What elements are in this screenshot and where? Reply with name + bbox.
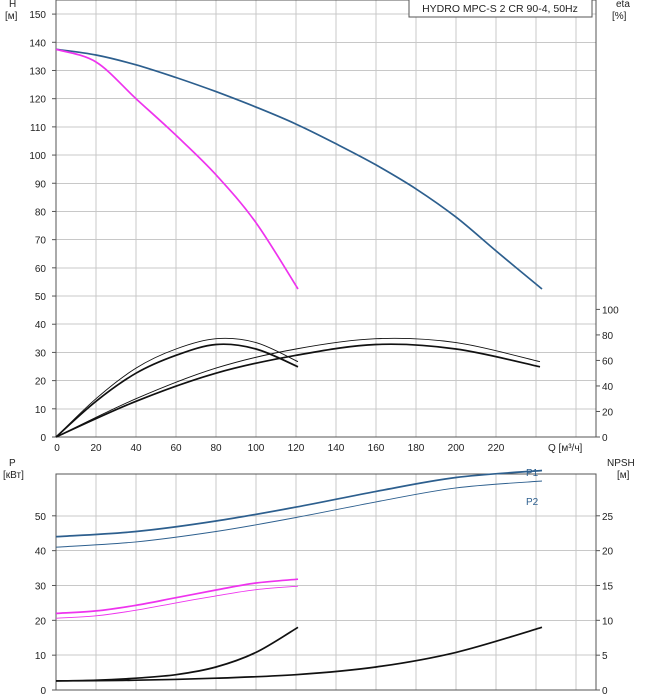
head-tick-label: 130 [29,66,46,77]
chart-title: HYDRO MPC-S 2 CR 90-4, 50Hz [422,3,578,15]
eta-tick-label: 60 [602,356,614,367]
power-tick-label: 40 [35,547,47,558]
x-axis-label: Q [м³/ч] [548,443,583,454]
power-tick-label: 0 [40,686,46,697]
head-tick-label: 50 [35,292,47,303]
p1-series-label: P1 [526,468,539,479]
head-tick-label: 100 [29,151,46,162]
power-series-p2-one-pump [55,585,299,619]
x-tick-label: 0 [54,443,60,454]
head-tick-label: 70 [35,236,47,247]
head-tick-label: 140 [29,38,46,49]
head-tick-label: 20 [35,377,47,388]
head-tick-label: 30 [35,348,47,359]
top-panel-frame [55,0,597,438]
power-series-p2 [55,480,543,548]
eta-tick-label: 40 [602,382,614,393]
axes-layer [55,0,597,691]
head-tick-label: 60 [35,264,47,275]
eta-tick-label: 20 [602,407,614,418]
head-axis-name: H [9,0,16,10]
head-tick-label: 150 [29,10,46,21]
x-tick-label: 120 [288,443,305,454]
label-layer: HYDRO MPC-S 2 CR 90-4, 50Hz H [м] eta [%… [3,0,635,697]
eta-series-eta-one-pump-envelope [55,337,299,438]
npsh-tick-label: 20 [602,547,614,558]
eta-series-eta-two-pumps [55,343,541,438]
x-tick-label: 220 [488,443,505,454]
head-tick-label: 90 [35,179,47,190]
head-tick-label: 110 [30,123,46,134]
power-axis-name: P [9,458,16,469]
power-tick-label: 20 [35,616,47,627]
npsh-tick-label: 15 [602,581,614,592]
x-tick-label: 20 [90,443,102,454]
npsh-axis-unit: [м] [617,470,630,481]
npsh-series-npsh-one-pump [55,626,299,682]
series-layer [55,48,543,682]
head-tick-label: 80 [35,207,47,218]
power-series-p1-one-pump [55,578,299,615]
npsh-tick-label: 0 [602,686,608,697]
grid-layer [52,0,600,691]
eta-tick-label: 100 [602,305,619,316]
power-tick-label: 10 [35,651,47,662]
head-tick-label: 40 [35,320,47,331]
head-tick-label: 0 [40,433,46,444]
x-tick-label: 40 [130,443,142,454]
bottom-panel-frame [55,473,597,691]
power-series-p1 [55,469,543,538]
x-tick-label: 160 [368,443,385,454]
npsh-axis-name: NPSH [607,458,635,469]
p2-series-label: P2 [526,497,539,508]
eta-series-eta-two-pumps-envelope [55,337,541,438]
x-tick-label: 80 [210,443,222,454]
head-series-h-two-pumps [55,48,543,290]
npsh-tick-label: 25 [602,512,614,523]
eta-series-eta-one-pump [55,343,299,438]
title-box [408,0,593,18]
npsh-tick-label: 5 [602,651,608,662]
x-tick-label: 180 [408,443,425,454]
power-tick-label: 50 [35,512,47,523]
x-tick-label: 60 [170,443,182,454]
npsh-series-npsh-two-pumps [55,626,543,682]
head-tick-label: 120 [29,95,46,106]
eta-tick-label: 80 [602,331,614,342]
eta-tick-label: 0 [602,433,608,444]
npsh-tick-label: 10 [602,616,614,627]
power-axis-unit: [кВт] [3,470,24,481]
x-tick-label: 200 [448,443,465,454]
head-tick-label: 10 [35,405,47,416]
eta-axis-name: eta [616,0,630,10]
head-series-h-one-pump [55,48,299,290]
power-tick-label: 30 [35,581,47,592]
x-tick-label: 140 [328,443,345,454]
x-tick-label: 100 [248,443,265,454]
head-axis-unit: [м] [5,11,18,22]
eta-axis-unit: [%] [612,11,627,22]
